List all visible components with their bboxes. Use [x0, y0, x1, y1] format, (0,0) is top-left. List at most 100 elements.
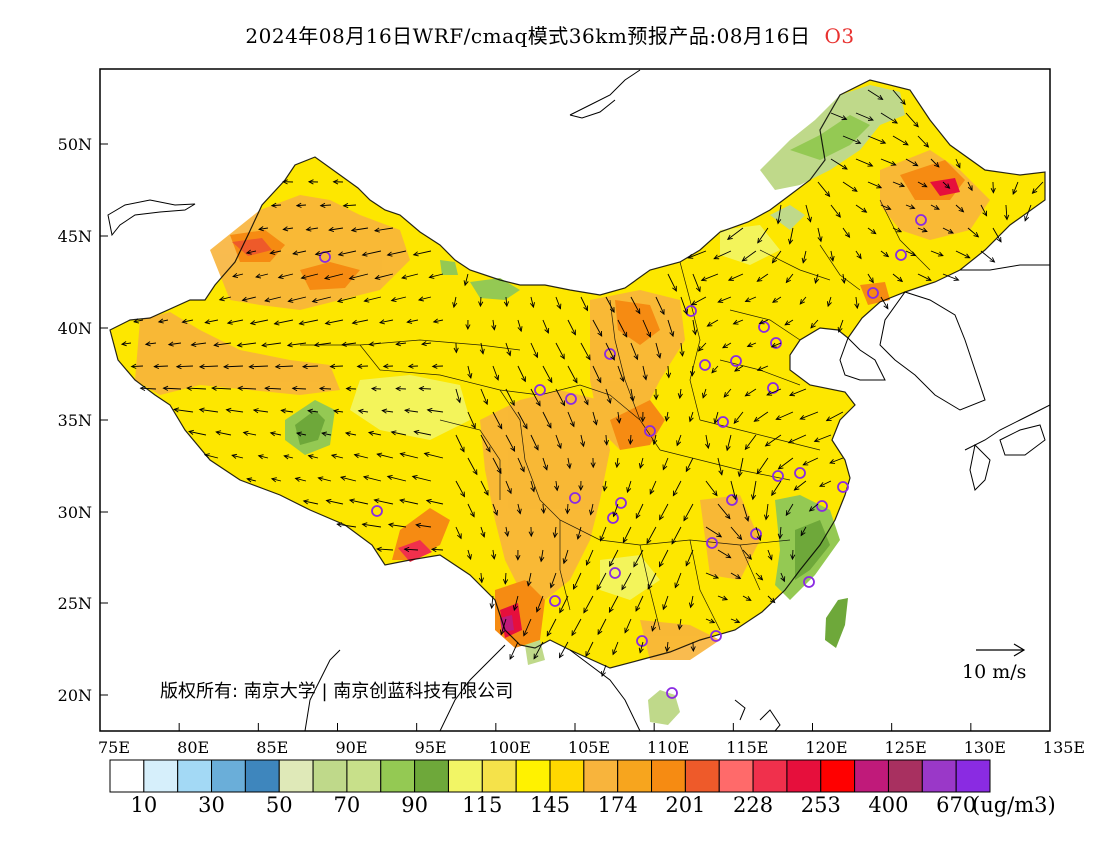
wind-arrow — [701, 273, 719, 281]
colorbar-swatch — [380, 759, 416, 793]
wind-arrow — [427, 409, 444, 413]
wind-arrow-head — [746, 554, 753, 560]
wind-arrow-head — [897, 276, 904, 283]
wind-arrow-head — [921, 227, 928, 233]
wind-arrow-head — [603, 439, 609, 446]
wind-arrow-head — [249, 320, 256, 326]
wind-arrow — [617, 319, 628, 338]
wind-arrow-head — [585, 559, 591, 566]
wind-arrow — [559, 641, 569, 658]
wind-arrow-head — [283, 454, 290, 460]
wind-arrow — [362, 523, 382, 528]
wind-arrow — [726, 434, 732, 451]
wind-arrow-head — [819, 482, 825, 487]
wind-arrow — [967, 181, 973, 191]
city-markers — [319, 214, 927, 699]
wind-arrow — [559, 595, 569, 613]
lon-tick-label: 75E — [98, 738, 130, 757]
wind-arrow — [592, 365, 602, 383]
wind-arrow-head — [734, 366, 740, 372]
wind-arrow-head — [539, 556, 545, 563]
wind-arrow — [467, 549, 472, 560]
wind-arrow-head — [777, 533, 783, 540]
wind-arrow — [530, 480, 535, 492]
wind-arrow-head — [683, 515, 689, 522]
wind-arrow-head — [167, 341, 174, 347]
wind-arrow-head — [404, 408, 410, 414]
wind-arrow-head — [493, 509, 498, 516]
wind-arrow — [692, 273, 701, 292]
wind-arrow-head — [374, 274, 381, 280]
wind-arrow-head — [295, 431, 302, 437]
wind-arrow-head — [733, 418, 739, 424]
colorbar-label: 115 — [462, 793, 502, 817]
wind-arrow — [867, 181, 882, 189]
wind-arrow — [855, 296, 858, 309]
wind-arrow — [400, 453, 419, 459]
colorbar-unit: (ug/m3) — [972, 793, 1056, 817]
wind-arrow-head — [810, 322, 816, 329]
wind-arrow — [829, 457, 844, 464]
wind-arrow-head — [258, 226, 264, 232]
wind-arrow-head — [509, 400, 515, 407]
colorbar-label: 670 — [936, 793, 976, 817]
wind-arrow — [492, 319, 495, 330]
wind-arrow — [369, 342, 382, 346]
wind-arrow — [728, 273, 744, 281]
wind-arrow-head — [403, 546, 410, 552]
wind-arrow-head — [669, 331, 675, 338]
wind-arrow-head — [744, 444, 750, 451]
wind-arrow — [375, 273, 394, 279]
wind-arrow — [281, 409, 294, 413]
wind-arrow — [905, 250, 916, 256]
wind-arrow-head — [723, 392, 729, 398]
wind-arrow-head — [948, 228, 954, 234]
wind-arrow-head — [640, 416, 646, 423]
wind-arrow — [830, 204, 841, 218]
wind-arrow-head — [516, 508, 522, 515]
wind-arrow — [1005, 204, 1008, 220]
wind-arrow — [717, 503, 731, 519]
wind-arrow-head — [452, 302, 458, 309]
wind-arrow-head — [318, 386, 325, 392]
wind-arrow-head — [503, 301, 510, 308]
wind-arrow-head — [467, 373, 473, 379]
wind-arrow-head — [386, 474, 393, 480]
colorbar-label: 50 — [266, 793, 293, 817]
colorbar-swatch — [109, 759, 145, 793]
wind-arrow — [134, 319, 144, 323]
wind-arrow — [757, 227, 769, 244]
wind-arrow-head — [522, 423, 528, 430]
wind-arrow — [855, 250, 862, 259]
wind-arrow-head — [592, 419, 598, 426]
wind-arrow — [621, 572, 632, 590]
wind-arrow-head — [241, 296, 248, 302]
wind-arrow-head — [583, 399, 589, 406]
wind-arrow — [980, 250, 995, 263]
wind-arrow-head — [274, 364, 281, 370]
wind-arrow — [212, 387, 231, 390]
wind-arrow-head — [785, 277, 792, 284]
wind-arrow-head — [658, 561, 664, 568]
wind-arrow — [131, 365, 143, 367]
wind-arrow-head — [546, 422, 552, 429]
colorbar-swatch — [651, 759, 686, 793]
wind-arrow-head — [841, 115, 848, 121]
wind-arrow-head — [722, 343, 728, 349]
wind-arrow-head — [709, 618, 716, 624]
colorbar-label: 90 — [401, 793, 428, 817]
wind-arrow — [730, 572, 741, 579]
wind-arrow-head — [269, 249, 276, 255]
wind-arrow — [723, 388, 732, 398]
wind-arrow-head — [519, 466, 525, 473]
wind-arrow — [343, 204, 356, 207]
wind-arrow — [399, 499, 419, 505]
wind-arrow — [597, 618, 607, 635]
wind-arrow — [752, 480, 757, 500]
wind-arrow-head — [480, 531, 486, 538]
wind-arrow-head — [282, 179, 288, 185]
wind-arrow — [730, 618, 740, 623]
wind-arrow — [546, 618, 557, 637]
wind-arrow-head — [307, 408, 314, 414]
wind-arrow-head — [646, 538, 652, 545]
